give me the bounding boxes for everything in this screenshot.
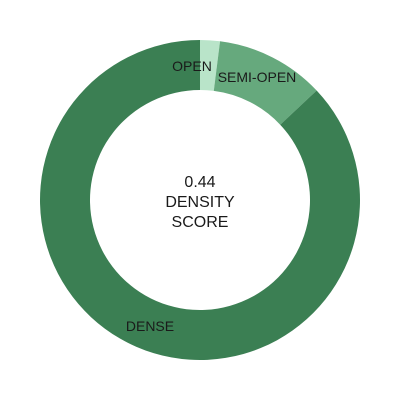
slice-dense <box>39 40 361 361</box>
center-score-value: 0.44 <box>184 174 215 191</box>
center-score-label-line1: DENSITY <box>165 194 235 211</box>
slice-open <box>200 40 221 91</box>
slice-label-semi-open: SEMI-OPEN <box>218 69 297 85</box>
slice-semi-open <box>213 41 317 125</box>
slice-label-dense: DENSE <box>126 318 174 334</box>
center-score-label-line2: SCORE <box>172 214 229 231</box>
slice-label-open: OPEN <box>172 58 212 74</box>
donut-slices <box>39 40 361 361</box>
slice-labels: OPEN SEMI-OPEN DENSE <box>126 58 296 334</box>
center-label: 0.44 DENSITY SCORE <box>165 174 235 231</box>
